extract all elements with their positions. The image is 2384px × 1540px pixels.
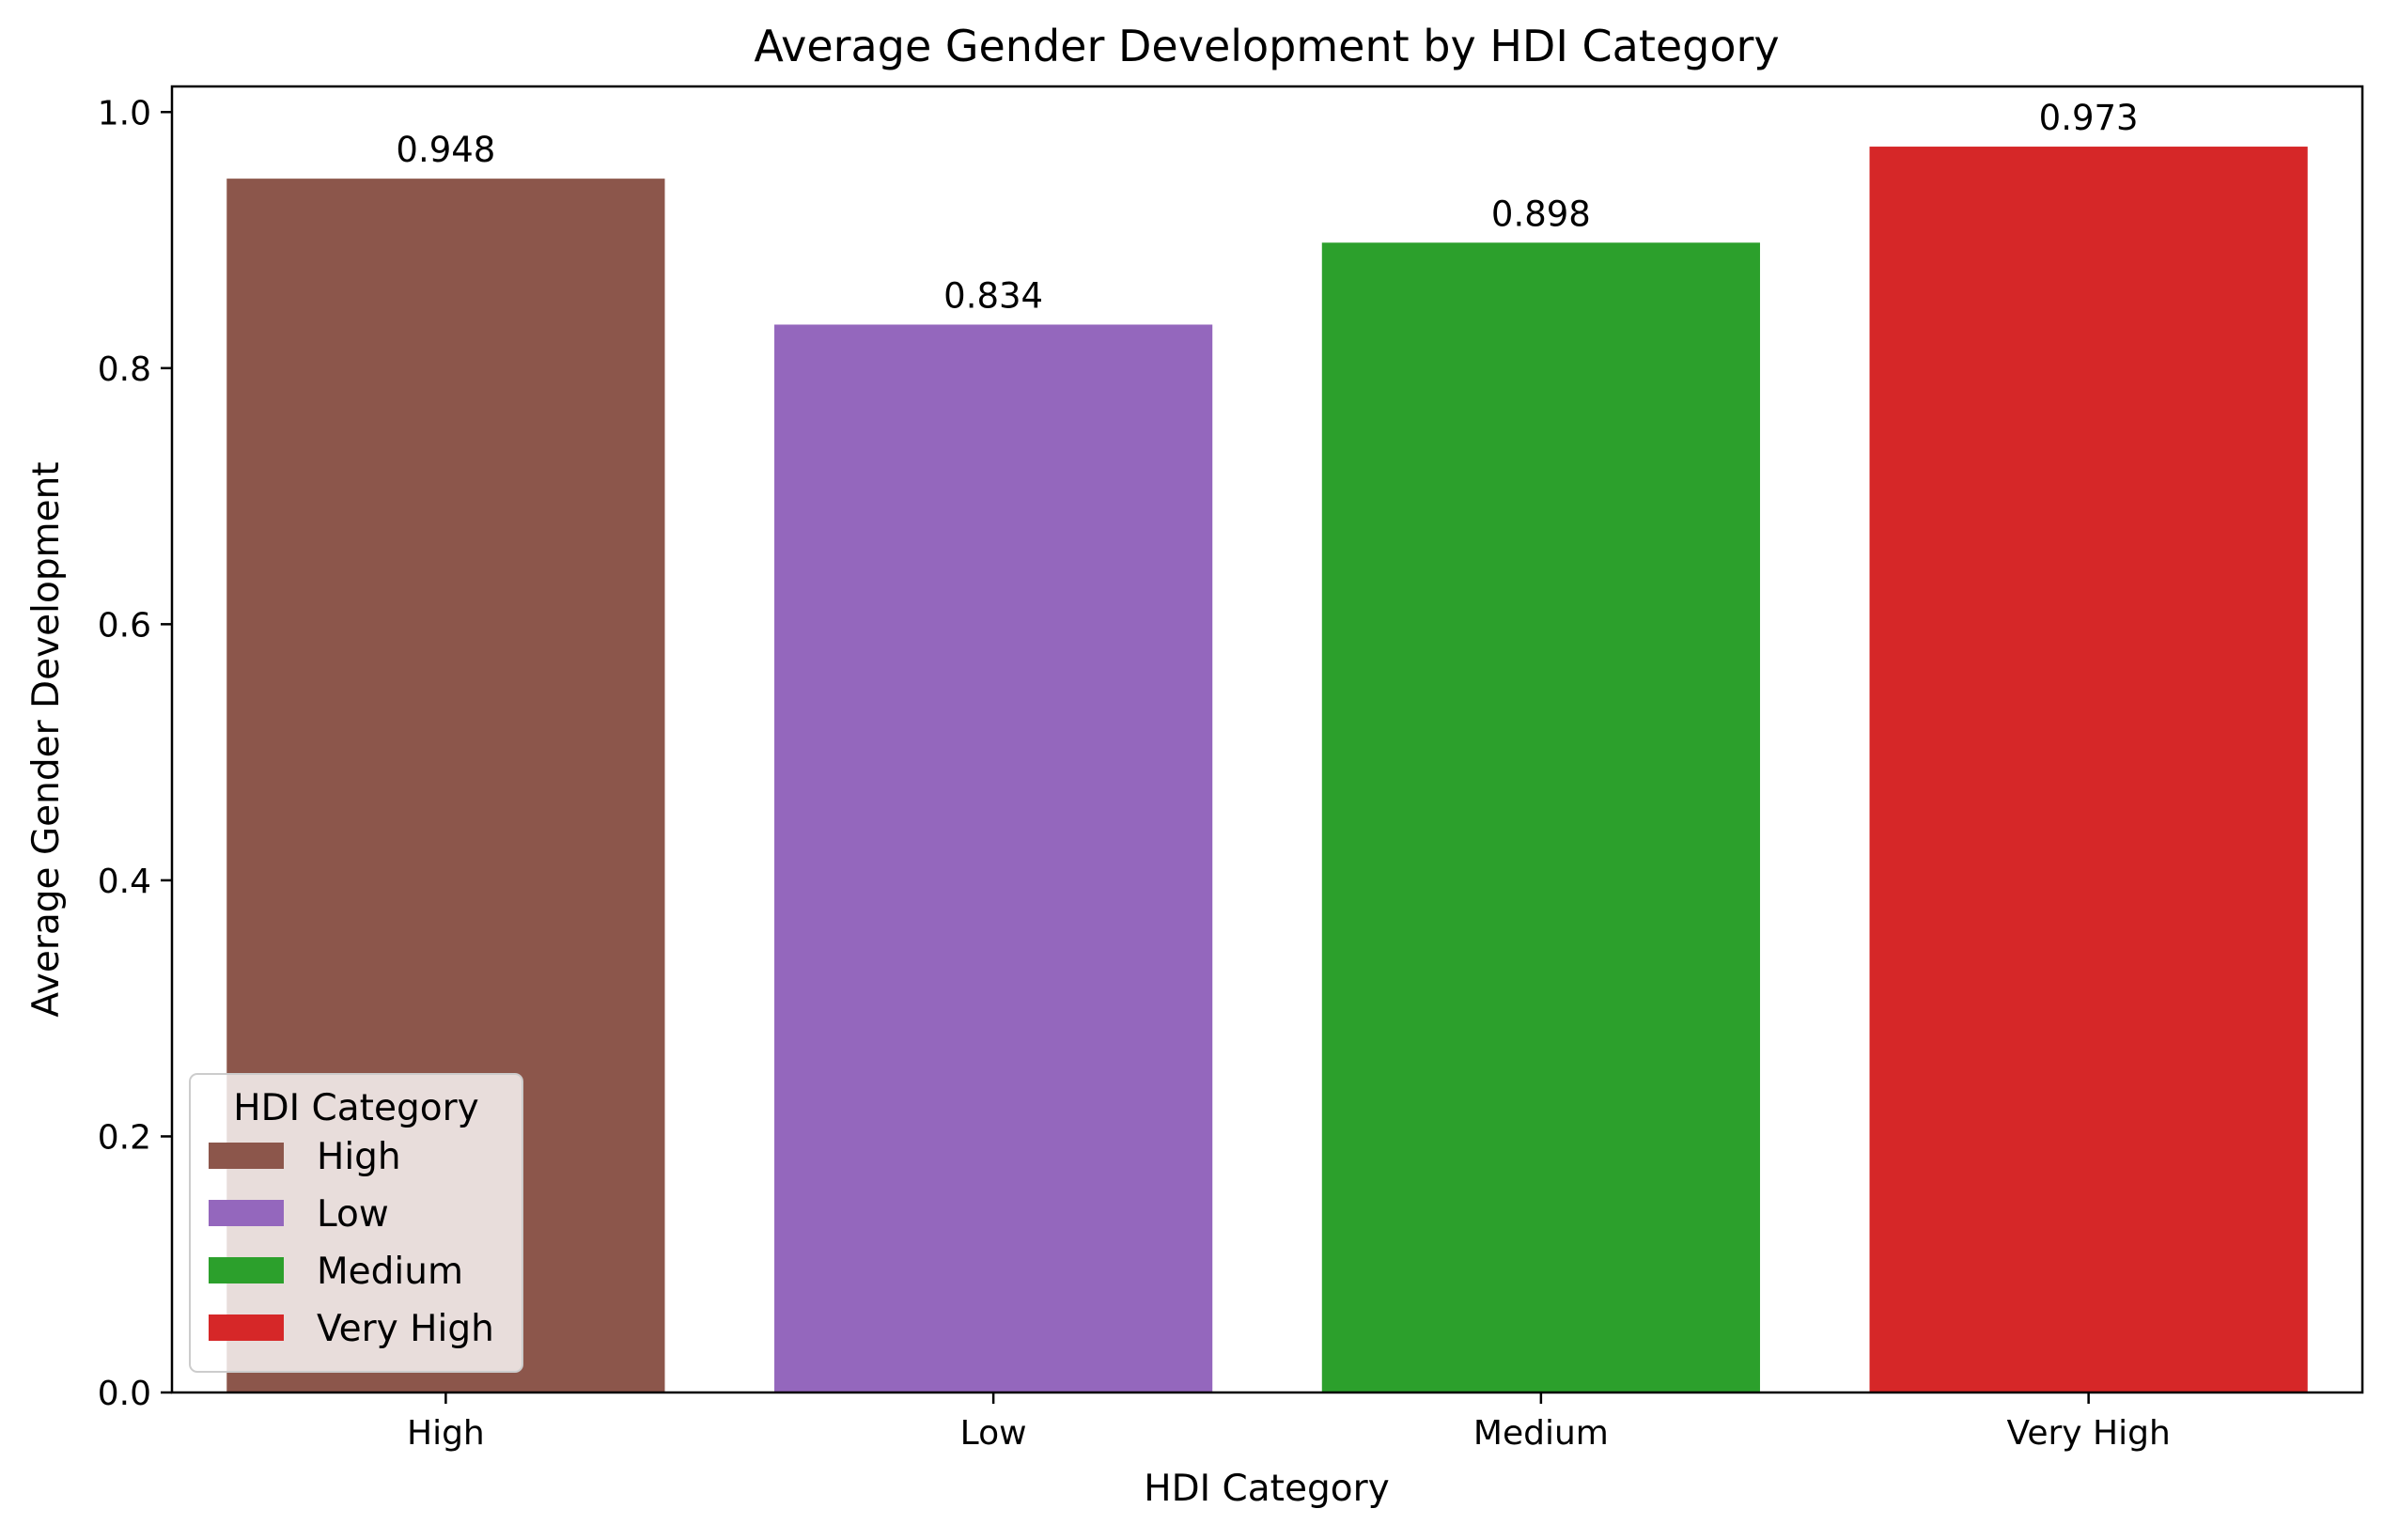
- legend-entry-very-high: Very High: [317, 1308, 494, 1350]
- x-axis: High Low Medium Very High: [407, 1392, 2171, 1453]
- legend-swatch-low: [209, 1200, 284, 1226]
- x-tick-label-very-high: Very High: [2006, 1414, 2170, 1453]
- legend: HDI Category High Low Medium Very High: [189, 1073, 523, 1373]
- y-tick-label: 0.2: [98, 1118, 151, 1157]
- data-label-high: 0.948: [396, 130, 495, 170]
- legend-entry-high: High: [317, 1136, 401, 1178]
- y-tick-label: 0.0: [98, 1375, 151, 1413]
- data-label-low: 0.834: [943, 275, 1043, 316]
- y-axis: 0.0 0.2 0.4 0.6 0.8 1.0: [98, 94, 172, 1413]
- y-tick-label: 0.8: [98, 350, 151, 389]
- bar-low: [774, 324, 1213, 1392]
- y-tick-label: 1.0: [98, 94, 151, 132]
- bar-very-high: [1869, 147, 2308, 1392]
- legend-entry-medium: Medium: [317, 1251, 463, 1293]
- y-tick-label: 0.6: [98, 606, 151, 645]
- y-axis-label: Average Gender Development: [25, 461, 68, 1017]
- bar-medium: [1321, 242, 1760, 1393]
- legend-title: HDI Category: [233, 1087, 478, 1129]
- legend-entries: High Low Medium Very High: [209, 1136, 494, 1350]
- data-label-medium: 0.898: [1491, 194, 1591, 234]
- legend-swatch-very-high: [209, 1314, 284, 1341]
- plot-frame: [170, 85, 2364, 1394]
- x-axis-label: HDI Category: [1144, 1468, 1389, 1510]
- legend-swatch-high: [209, 1143, 284, 1169]
- x-tick-label-medium: Medium: [1473, 1414, 1609, 1453]
- legend-swatch-medium: [209, 1257, 284, 1283]
- value-labels-layer: 0.948 0.834 0.898 0.973: [396, 98, 2138, 316]
- y-tick-label: 0.4: [98, 863, 151, 901]
- x-tick-label-low: Low: [960, 1414, 1027, 1453]
- legend-entry-low: Low: [317, 1193, 389, 1236]
- chart-title: Average Gender Development by HDI Catego…: [754, 21, 1779, 71]
- bars-layer: [226, 147, 2308, 1393]
- x-tick-label-high: High: [407, 1414, 485, 1453]
- data-label-very-high: 0.973: [2039, 98, 2139, 138]
